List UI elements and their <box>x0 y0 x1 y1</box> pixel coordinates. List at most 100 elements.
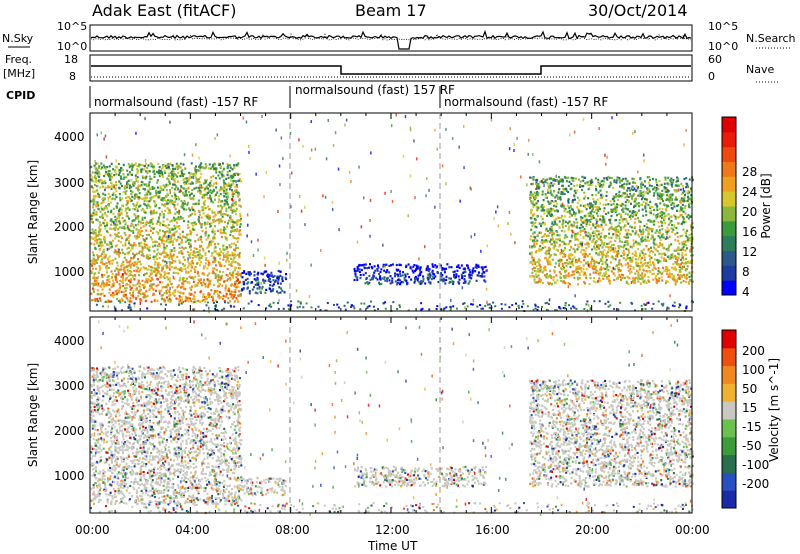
power-heatmap-cell <box>276 280 279 283</box>
power-heatmap-cell <box>675 262 678 265</box>
power-heatmap-cell <box>101 244 104 247</box>
power-heatmap-cell <box>213 182 216 185</box>
power-heatmap-cell <box>114 228 117 231</box>
power-heatmap-cell <box>135 193 138 196</box>
power-heatmap-cell <box>131 224 134 227</box>
power-heatmap-cell <box>651 205 654 209</box>
power-heatmap-cell <box>150 238 153 241</box>
power-heatmap-cell <box>676 249 679 252</box>
power-heatmap-cell <box>191 181 194 184</box>
power-heatmap-cell <box>181 203 184 206</box>
power-heatmap-cell <box>633 193 636 196</box>
power-heatmap-cell <box>200 223 203 226</box>
power-heatmap-cell <box>227 260 230 263</box>
power-heatmap-cell <box>91 228 94 231</box>
power-heatmap-cell <box>564 207 567 211</box>
power-heatmap-cell <box>677 177 679 181</box>
power-heatmap-cell <box>615 179 618 182</box>
power-heatmap-cell <box>653 258 656 261</box>
power-heatmap-cell <box>200 172 203 175</box>
power-heatmap-cell <box>147 164 150 167</box>
power-heatmap-cell <box>212 235 215 238</box>
power-heatmap-cell <box>223 280 226 283</box>
power-heatmap-cell <box>593 200 596 203</box>
power-heatmap-cell <box>237 274 239 277</box>
power-heatmap-cell <box>558 264 561 267</box>
power-heatmap-cell <box>187 260 190 263</box>
power-heatmap-cell <box>675 180 678 184</box>
power-heatmap-cell <box>121 197 124 200</box>
power-heatmap-cell <box>221 173 224 176</box>
power-heatmap-cell <box>602 277 605 280</box>
power-heatmap-cell <box>550 275 553 278</box>
power-heatmap-cell <box>108 170 111 173</box>
power-heatmap-cell <box>215 171 218 174</box>
power-heatmap-cell <box>146 170 149 173</box>
power-heatmap-cell <box>636 187 639 190</box>
power-heatmap-cell <box>533 239 536 242</box>
power-heatmap-cell <box>117 228 120 231</box>
power-heatmap-cell <box>93 164 96 167</box>
power-heatmap-cell <box>218 189 221 192</box>
power-heatmap-cell <box>172 219 174 222</box>
power-heatmap-cell <box>531 271 534 274</box>
power-heatmap-cell <box>204 214 207 218</box>
power-heatmap-cell <box>595 189 598 192</box>
power-heatmap-cell <box>174 218 177 221</box>
power-heatmap-cell <box>96 242 99 245</box>
power-heatmap-cell <box>621 202 624 206</box>
power-heatmap-cell <box>117 215 120 218</box>
power-heatmap-cell <box>210 222 213 225</box>
power-heatmap-cell <box>172 228 175 231</box>
power-heatmap-cell <box>616 214 618 217</box>
power-heatmap-cell <box>399 279 402 282</box>
power-heatmap-cell <box>111 283 114 286</box>
power-heatmap-cell <box>108 278 111 281</box>
power-heatmap-cell <box>551 222 554 225</box>
power-heatmap-cell <box>173 294 176 297</box>
power-heatmap-cell <box>364 263 367 266</box>
power-heatmap-cell <box>191 182 194 185</box>
power-heatmap-cell <box>212 165 215 168</box>
power-heatmap-cell <box>612 272 615 275</box>
power-heatmap-cell <box>98 195 101 198</box>
power-heatmap-cell <box>358 270 361 274</box>
power-heatmap-cell <box>199 278 202 281</box>
power-heatmap-cell <box>679 270 682 273</box>
power-heatmap-cell <box>231 202 234 205</box>
power-heatmap-cell <box>276 275 279 278</box>
power-heatmap-cell <box>147 184 150 187</box>
power-heatmap-cell <box>177 212 180 215</box>
power-heatmap-cell <box>143 176 146 179</box>
power-heatmap-cell <box>162 184 165 187</box>
power-heatmap-cell <box>618 177 621 180</box>
power-heatmap-cell <box>452 270 455 273</box>
power-heatmap-cell <box>284 276 287 279</box>
power-heatmap-cell <box>99 238 102 241</box>
power-heatmap-cell <box>690 254 693 257</box>
power-heatmap-cell <box>544 233 546 236</box>
power-heatmap-cell <box>120 213 123 216</box>
power-heatmap-cell <box>579 251 582 254</box>
power-heatmap-cell <box>625 281 628 284</box>
power-heatmap-cell <box>427 277 430 280</box>
power-heatmap-cell <box>228 272 231 275</box>
power-heatmap-cell <box>133 241 136 245</box>
power-heatmap-cell <box>120 268 123 271</box>
power-heatmap-cell <box>149 236 152 239</box>
power-heatmap-cell <box>177 268 179 271</box>
power-heatmap-cell <box>285 273 287 276</box>
power-heatmap-cell <box>100 258 103 261</box>
power-heatmap-cell <box>175 230 178 233</box>
power-heatmap-cell <box>669 196 672 199</box>
power-heatmap-cell <box>124 289 127 292</box>
power-heatmap-cell <box>243 271 246 274</box>
nsearch-label: N.Search <box>746 32 796 45</box>
power-heatmap-cell <box>150 287 153 290</box>
power-heatmap-cell <box>202 267 205 270</box>
power-heatmap-cell <box>656 250 659 253</box>
power-heatmap-cell <box>152 165 155 168</box>
power-heatmap-cell <box>660 276 663 279</box>
power-heatmap-cell <box>131 164 134 167</box>
power-heatmap-cell <box>214 243 217 246</box>
